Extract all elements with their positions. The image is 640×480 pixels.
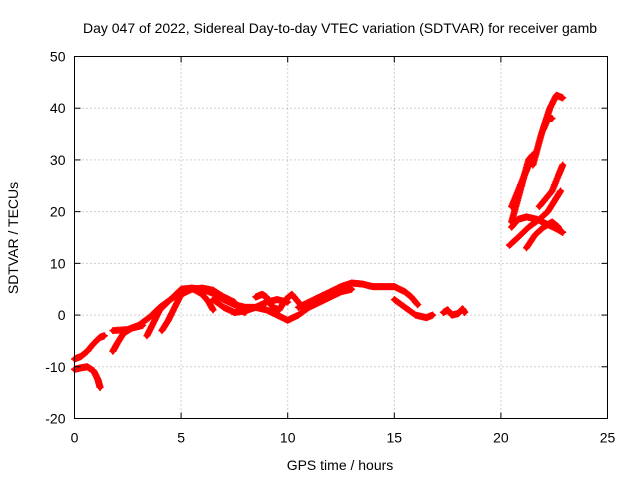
data-layer bbox=[71, 91, 567, 391]
y-tick-label: 20 bbox=[50, 204, 66, 220]
x-tick-label: 5 bbox=[177, 430, 185, 446]
y-tick-label: 0 bbox=[58, 307, 66, 323]
data-point bbox=[209, 306, 217, 314]
data-point bbox=[548, 115, 556, 123]
x-tick-label: 20 bbox=[493, 430, 509, 446]
ticks: 0 5 10 15 20 25 -20 -10 0 10 20 30 40 50 bbox=[45, 49, 615, 446]
data-point bbox=[414, 301, 422, 309]
y-tick-label: 10 bbox=[50, 255, 66, 271]
y-tick-label: -20 bbox=[45, 411, 65, 427]
series-arc-16 bbox=[522, 218, 562, 252]
data-point bbox=[96, 383, 104, 391]
series-arc-11 bbox=[439, 305, 469, 319]
data-point bbox=[100, 332, 108, 340]
x-tick-label: 25 bbox=[600, 430, 616, 446]
series-arc-1 bbox=[71, 332, 108, 363]
x-axis-label: GPS time / hours bbox=[287, 457, 394, 473]
series-arc-19 bbox=[540, 115, 556, 133]
series-arc-15 bbox=[508, 161, 533, 210]
series-arc-9 bbox=[294, 279, 422, 311]
y-tick-label: 30 bbox=[50, 152, 66, 168]
chart-title: Day 047 of 2022, Sidereal Day-to-day VTE… bbox=[83, 20, 597, 36]
data-point bbox=[559, 161, 567, 169]
series-arc-2 bbox=[71, 363, 104, 391]
plot-frame bbox=[74, 56, 608, 419]
y-tick-label: -10 bbox=[45, 359, 65, 375]
y-axis-label: SDTVAR / TECUs bbox=[5, 182, 21, 294]
y-tick-label: 40 bbox=[50, 100, 66, 116]
data-point bbox=[557, 187, 565, 195]
y-tick-label: 50 bbox=[50, 49, 66, 65]
x-tick-label: 15 bbox=[387, 430, 403, 446]
series-arc-17 bbox=[535, 161, 567, 210]
x-tick-label: 0 bbox=[71, 430, 79, 446]
series-arc-10 bbox=[390, 296, 437, 322]
data-point bbox=[348, 285, 356, 293]
data-point bbox=[429, 311, 437, 319]
data-point bbox=[559, 228, 567, 236]
x-tick-label: 10 bbox=[280, 430, 296, 446]
data-point bbox=[559, 94, 567, 102]
data-point bbox=[554, 223, 562, 231]
grid bbox=[74, 56, 608, 419]
series-arc-7 bbox=[209, 285, 356, 324]
data-point bbox=[461, 308, 469, 316]
